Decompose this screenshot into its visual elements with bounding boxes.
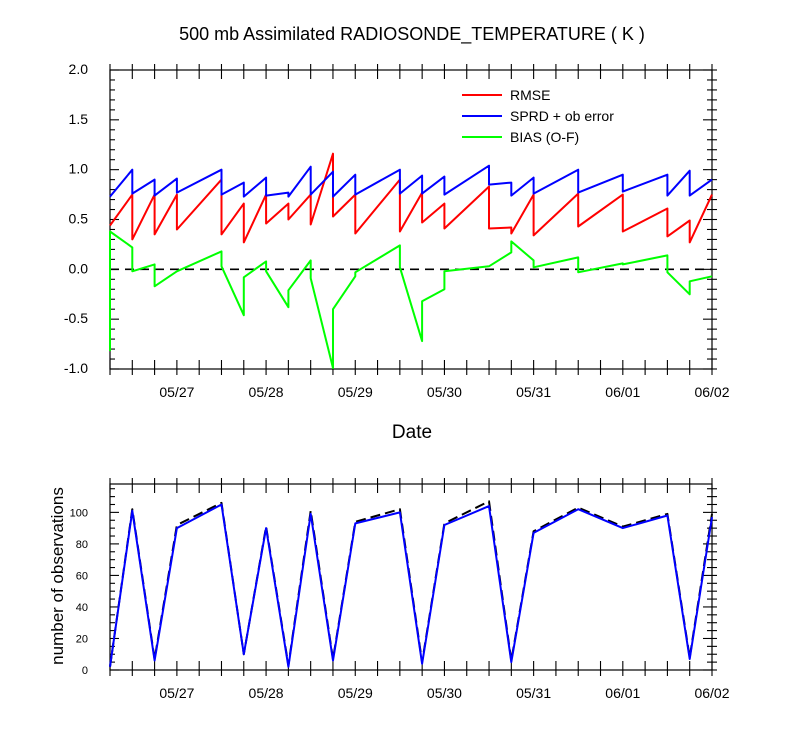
top-x-tick-label: 05/27	[159, 384, 194, 400]
bottom-x-tick-label: 05/31	[516, 685, 551, 701]
top-plot: 05/27 05/28 05/29 05/30 05/31 06/01 06/02 2.0 1.…	[64, 61, 730, 400]
top-x-tick-label: 05/31	[516, 384, 551, 400]
legend-label-1: SPRD + ob error	[510, 108, 614, 124]
bottom-y-tick-label: 0	[82, 665, 88, 677]
bottom-plot-frame	[109, 483, 713, 671]
bottom-x-tick-label: 05/28	[249, 685, 284, 701]
top-x-tick-label: 06/02	[694, 384, 729, 400]
top-series-sprd-ob-error	[109, 164, 713, 198]
top-x-tick-label: 05/30	[427, 384, 462, 400]
bottom-y-tick-label: 40	[76, 602, 88, 614]
top-series-bias-o-f-	[109, 230, 713, 369]
bottom-x-tick-label: 06/01	[605, 685, 640, 701]
bottom-y-tick-label: 80	[76, 539, 88, 551]
bottom-y-tick-label: 20	[76, 633, 88, 645]
top-x-tick-label: 05/29	[338, 384, 373, 400]
top-y-tick-label: 1.5	[69, 111, 89, 127]
bottom-x-tick-label: 06/02	[694, 685, 729, 701]
top-y-tick-label: 0.0	[69, 260, 89, 276]
bottom-y-tick-label: 60	[76, 570, 88, 582]
top-series-rmse	[109, 152, 713, 244]
bottom-y-tick-label: 100	[70, 507, 88, 519]
legend-label-2: BIAS (O-F)	[510, 129, 579, 145]
top-plot-frame	[109, 69, 713, 370]
top-y-tick-label: -1.0	[64, 360, 88, 376]
bottom-series-possible	[109, 500, 713, 667]
top-x-axis-label: Date	[392, 422, 432, 443]
bottom-y-axis-label: number of observations	[48, 487, 67, 665]
bottom-x-tick-label: 05/27	[159, 685, 194, 701]
top-y-tick-label: 0.5	[69, 211, 89, 227]
top-y-tick-label: 1.0	[69, 161, 89, 177]
top-x-tick-label: 06/01	[605, 384, 640, 400]
legend-label-0: RMSE	[510, 87, 550, 103]
bottom-series-assimilated	[109, 503, 713, 668]
bottom-plot: 05/27 05/28 05/29 05/30 05/31 06/01 06/02 0 20 40…	[70, 478, 730, 701]
bottom-x-tick-label: 05/29	[338, 685, 373, 701]
top-y-tick-label: 2.0	[69, 61, 89, 77]
top-y-tick-label: -0.5	[64, 310, 88, 326]
bottom-x-tick-label: 05/30	[427, 685, 462, 701]
top-x-tick-label: 05/28	[249, 384, 284, 400]
chart-title: 500 mb Assimilated RADIOSONDE_TEMPERATUR…	[179, 24, 645, 45]
